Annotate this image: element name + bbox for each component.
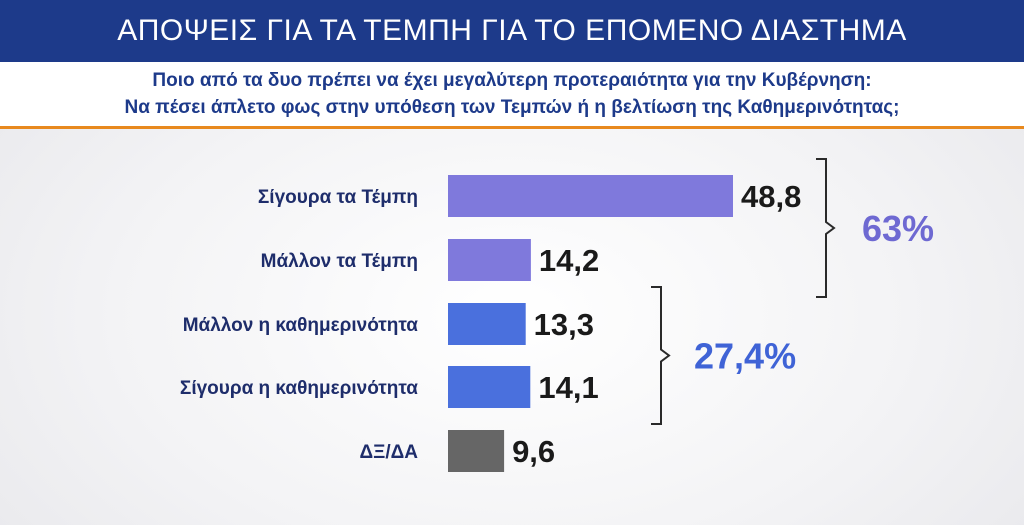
category-label-4: Σίγουρα η καθημερινότητα (180, 378, 418, 399)
category-label-2: Μάλλον τα Τέμπη (261, 251, 418, 272)
question-box: Ποιο από τα δυο πρέπει να έχει μεγαλύτερ… (0, 62, 1024, 129)
bar-4 (448, 366, 531, 408)
bar-3 (448, 303, 526, 345)
value-label-2: 14,2 (539, 243, 599, 278)
value-label-1: 48,8 (741, 179, 801, 214)
category-label-5: ΔΞ/ΔΑ (359, 442, 418, 463)
bar-1 (448, 175, 733, 217)
page-title: ΑΠΟΨΕΙΣ ΓΙΑ ΤΑ ΤΕΜΠΗ ΓΙΑ ΤΟ ΕΠΟΜΕΝΟ ΔΙΑΣ… (117, 14, 907, 47)
question-line-2: Να πέσει άπλετο φως στην υπόθεση των Τεμ… (124, 97, 900, 118)
bar-5 (448, 430, 505, 472)
group-total-label-2: 27,4% (694, 336, 796, 377)
bar-2 (448, 239, 531, 281)
group-total-label-1: 63% (862, 208, 934, 249)
group-bracket-2 (651, 286, 671, 425)
top-banner: ΑΠΟΨΕΙΣ ΓΙΑ ΤΑ ΤΕΜΠΗ ΓΙΑ ΤΟ ΕΠΟΜΕΝΟ ΔΙΑΣ… (0, 0, 1024, 62)
value-label-5: 9,6 (512, 434, 555, 469)
question-line-1: Ποιο από τα δυο πρέπει να έχει μεγαλύτερ… (152, 70, 872, 91)
value-label-3: 13,3 (534, 307, 594, 342)
group-bracket-1 (816, 158, 836, 298)
category-label-1: Σίγουρα τα Τέμπη (258, 187, 418, 208)
category-label-3: Μάλλον η καθημερινότητα (183, 315, 419, 336)
value-label-4: 14,1 (538, 370, 598, 405)
bar-chart: Σίγουρα τα Τέμπη 48,8 Μάλλον τα Τέμπη 14,2 Μ… (180, 158, 934, 472)
